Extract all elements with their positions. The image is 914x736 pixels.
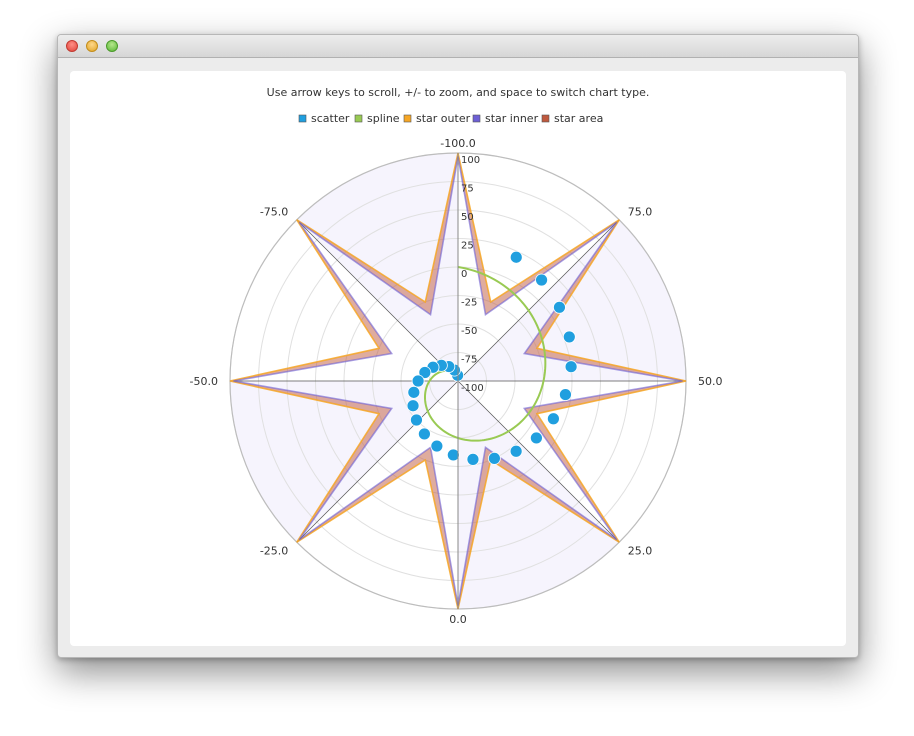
angular-tick-label: -50.0	[190, 375, 218, 388]
scatter-point	[530, 432, 542, 444]
scatter-point	[559, 389, 571, 401]
legend-item-spline: spline	[355, 112, 400, 125]
radial-tick-label: -50	[461, 326, 477, 337]
scatter-point	[488, 452, 500, 464]
legend-item-star-area: star area	[542, 112, 603, 125]
radial-tick-label: 50	[461, 212, 474, 223]
close-button[interactable]	[66, 40, 78, 52]
legend-label: spline	[367, 112, 400, 125]
chart-title: Use arrow keys to scroll, +/- to zoom, a…	[267, 86, 650, 99]
scatter-point	[563, 331, 575, 343]
angular-tick-label: 0.0	[449, 613, 467, 626]
angular-tick-label: 50.0	[698, 375, 723, 388]
radial-tick-label: 75	[461, 184, 474, 195]
scatter-point	[467, 453, 479, 465]
scatter-point	[510, 251, 522, 263]
legend-swatch	[299, 115, 306, 122]
scatter-point	[431, 440, 443, 452]
chart-view[interactable]: Use arrow keys to scroll, +/- to zoom, a…	[70, 71, 846, 646]
polar-chart[interactable]: Use arrow keys to scroll, +/- to zoom, a…	[70, 71, 846, 646]
scatter-point	[547, 413, 559, 425]
radial-tick-label: -75	[461, 355, 477, 366]
legend-swatch	[473, 115, 480, 122]
radial-tick-label: 0	[461, 269, 467, 280]
scatter-point	[553, 301, 565, 313]
scatter-point	[418, 428, 430, 440]
scatter-point	[412, 375, 424, 387]
legend-label: star area	[554, 112, 603, 125]
scatter-point	[536, 274, 548, 286]
legend-item-star-outer: star outer	[404, 112, 471, 125]
legend: scatter spline star outer star inner star ar…	[299, 112, 603, 125]
title-bar	[58, 35, 858, 58]
angular-tick-label: 25.0	[628, 545, 653, 558]
legend-item-scatter: scatter	[299, 112, 350, 125]
maximize-button[interactable]	[106, 40, 118, 52]
scatter-point	[410, 414, 422, 426]
scatter-point	[565, 361, 577, 373]
legend-label: star inner	[485, 112, 539, 125]
app-window: Use arrow keys to scroll, +/- to zoom, a…	[57, 34, 859, 658]
legend-swatch	[542, 115, 549, 122]
radial-tick-label: -100	[461, 383, 484, 394]
legend-label: star outer	[416, 112, 471, 125]
minimize-button[interactable]	[86, 40, 98, 52]
legend-label: scatter	[311, 112, 350, 125]
angular-tick-label: -100.0	[440, 137, 475, 150]
radial-tick-label: 100	[461, 155, 480, 166]
legend-swatch	[404, 115, 411, 122]
scatter-point	[510, 445, 522, 457]
plot-area: -100 -75 -50 -25 0 25 50 75 100 -100.0 -75.0 -50.0 -…	[190, 137, 723, 626]
radial-tick-label: -25	[461, 298, 477, 309]
angular-tick-label: -25.0	[260, 545, 288, 558]
scatter-point	[408, 386, 420, 398]
angular-tick-label: -75.0	[260, 205, 288, 218]
legend-item-star-inner: star inner	[473, 112, 539, 125]
radial-tick-label: 25	[461, 241, 474, 252]
angular-tick-label: 75.0	[628, 205, 653, 218]
legend-swatch	[355, 115, 362, 122]
scatter-point	[407, 400, 419, 412]
